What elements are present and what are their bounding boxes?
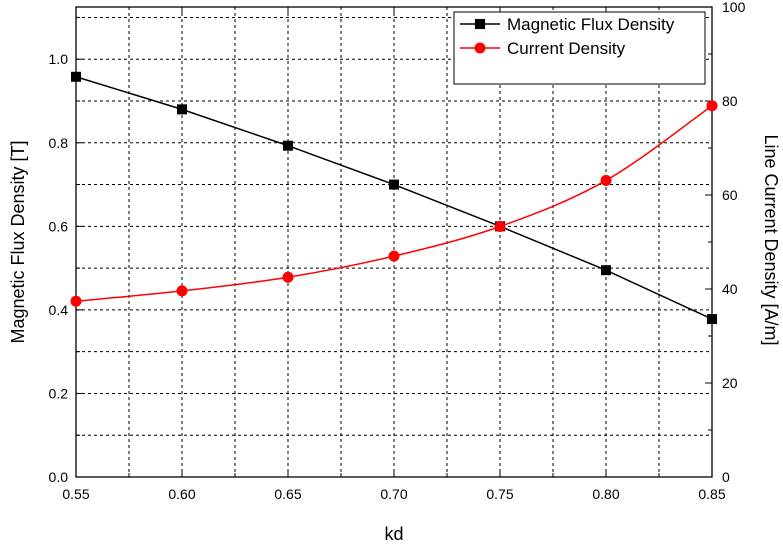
y-tick-label-right: 20 [722, 375, 738, 391]
data-point-flux [707, 314, 717, 325]
y-axis-title-left: Magnetic Flux Density [T] [8, 140, 28, 343]
y-tick-label-left: 0.0 [49, 469, 69, 485]
y-tick-label-right: 80 [722, 93, 738, 109]
data-point-flux [283, 140, 293, 151]
axis-ticks: 0.55 0.60 0.65 0.70 0.75 0.80 0.850.00.20.40.6… [49, 0, 746, 502]
data-point-current [176, 285, 188, 297]
x-axis-title: kd [384, 524, 403, 544]
data-point-current [600, 174, 612, 186]
data-point-current [706, 100, 718, 112]
data-point-current [282, 271, 294, 283]
y-tick-label-left: 0.2 [49, 385, 69, 401]
legend: Magnetic Flux Density Current Density [453, 11, 706, 85]
y-tick-label-left: 1.0 [49, 51, 69, 67]
y-tick-label-right: 100 [722, 0, 746, 15]
x-tick-label: 0.55 [62, 486, 89, 502]
y-tick-label-left: 0.8 [49, 135, 69, 151]
y-tick-label-left: 0.4 [49, 302, 69, 318]
y-tick-label-right: 60 [722, 187, 738, 203]
y-tick-label-right: 0 [722, 469, 730, 485]
legend-marker-flux [475, 19, 485, 29]
series-layer [70, 71, 718, 325]
data-point-flux [71, 71, 81, 82]
legend-label-current: Current Density [507, 39, 626, 58]
legend-label-flux: Magnetic Flux Density [507, 15, 675, 34]
data-point-flux [177, 104, 187, 115]
x-tick-label: 0.70 [380, 486, 407, 502]
data-point-current [388, 250, 400, 262]
data-point-current [70, 295, 82, 307]
data-point-flux [601, 265, 611, 276]
data-point-flux [389, 179, 399, 190]
legend-marker-current [474, 42, 486, 54]
x-tick-label: 0.85 [698, 486, 725, 502]
data-point-current [494, 220, 506, 232]
x-tick-label: 0.65 [274, 486, 301, 502]
y-tick-label-right: 40 [722, 281, 738, 297]
y-tick-label-left: 0.6 [49, 218, 69, 234]
x-tick-label: 0.75 [486, 486, 513, 502]
x-tick-label: 0.80 [592, 486, 619, 502]
series-line-0 [75, 76, 713, 320]
x-tick-label: 0.60 [168, 486, 195, 502]
y-axis-title-right: Line Current Density [A/m] [761, 134, 781, 345]
